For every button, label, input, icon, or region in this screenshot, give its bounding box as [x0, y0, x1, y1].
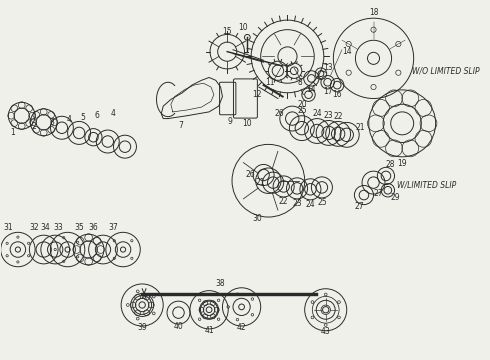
Text: 36: 36 — [89, 223, 98, 232]
Text: 33: 33 — [53, 223, 63, 232]
Text: 23: 23 — [292, 199, 302, 208]
Text: 43: 43 — [321, 327, 331, 336]
Text: 17: 17 — [323, 87, 332, 96]
Text: 25: 25 — [297, 107, 307, 116]
Text: 22: 22 — [333, 112, 343, 121]
Text: 10: 10 — [243, 119, 252, 128]
Text: 25: 25 — [317, 198, 327, 207]
Text: 26: 26 — [245, 171, 255, 180]
Text: W/LIMITED SLIP: W/LIMITED SLIP — [397, 181, 457, 190]
Text: 14: 14 — [307, 85, 316, 94]
Text: 41: 41 — [204, 326, 214, 335]
Text: 4: 4 — [66, 115, 71, 124]
Text: 30: 30 — [252, 215, 262, 224]
Text: 19: 19 — [397, 159, 407, 168]
Text: 21: 21 — [255, 178, 265, 187]
Text: 40: 40 — [173, 321, 183, 330]
Text: 11: 11 — [266, 78, 275, 87]
Text: 27: 27 — [354, 202, 364, 211]
Text: 31: 31 — [3, 223, 13, 232]
Text: 22: 22 — [279, 197, 289, 206]
Text: 21: 21 — [355, 123, 365, 132]
Text: 14: 14 — [342, 47, 351, 56]
Text: 20: 20 — [297, 100, 307, 109]
Text: 10: 10 — [238, 23, 247, 32]
Text: 1: 1 — [10, 129, 15, 138]
Text: 35: 35 — [74, 223, 84, 232]
Text: 13: 13 — [323, 63, 332, 72]
Text: 9: 9 — [228, 117, 233, 126]
Text: 34: 34 — [41, 223, 50, 232]
Text: 24: 24 — [312, 109, 322, 118]
Text: 24: 24 — [306, 200, 315, 209]
Text: 26: 26 — [274, 109, 284, 118]
Text: 39: 39 — [137, 323, 147, 332]
Text: 28: 28 — [386, 160, 395, 169]
Text: 18: 18 — [369, 8, 378, 17]
Text: 2: 2 — [32, 122, 37, 131]
Text: 7: 7 — [178, 121, 183, 130]
Text: 38: 38 — [216, 279, 225, 288]
Text: 4: 4 — [111, 109, 116, 118]
Text: 29: 29 — [391, 193, 400, 202]
Text: 42: 42 — [237, 323, 246, 332]
Text: 5: 5 — [80, 113, 85, 122]
Text: 23: 23 — [324, 111, 333, 120]
Text: 6: 6 — [95, 111, 99, 120]
Text: 3: 3 — [49, 118, 54, 127]
Text: 12: 12 — [252, 90, 262, 99]
Text: 16: 16 — [332, 90, 342, 99]
Text: 37: 37 — [109, 223, 119, 232]
Text: 27: 27 — [373, 189, 383, 198]
Text: W/O LIMITED SLIP: W/O LIMITED SLIP — [412, 66, 479, 75]
Text: 15: 15 — [222, 27, 232, 36]
Text: 8: 8 — [297, 78, 302, 87]
Text: 32: 32 — [29, 223, 39, 232]
